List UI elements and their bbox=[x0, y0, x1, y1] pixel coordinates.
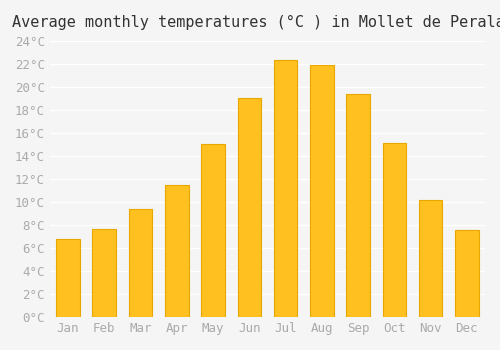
Bar bbox=[202, 145, 225, 317]
Bar bbox=[419, 200, 442, 317]
Bar bbox=[382, 144, 406, 317]
Bar bbox=[92, 229, 116, 317]
Title: Average monthly temperatures (°C ) in Mollet de Peralada: Average monthly temperatures (°C ) in Mo… bbox=[12, 15, 500, 30]
Bar bbox=[238, 98, 261, 317]
Bar bbox=[56, 239, 80, 317]
Bar bbox=[346, 94, 370, 317]
Bar bbox=[274, 61, 297, 317]
Bar bbox=[310, 65, 334, 317]
Bar bbox=[165, 185, 188, 317]
Bar bbox=[455, 230, 478, 317]
Bar bbox=[128, 209, 152, 317]
